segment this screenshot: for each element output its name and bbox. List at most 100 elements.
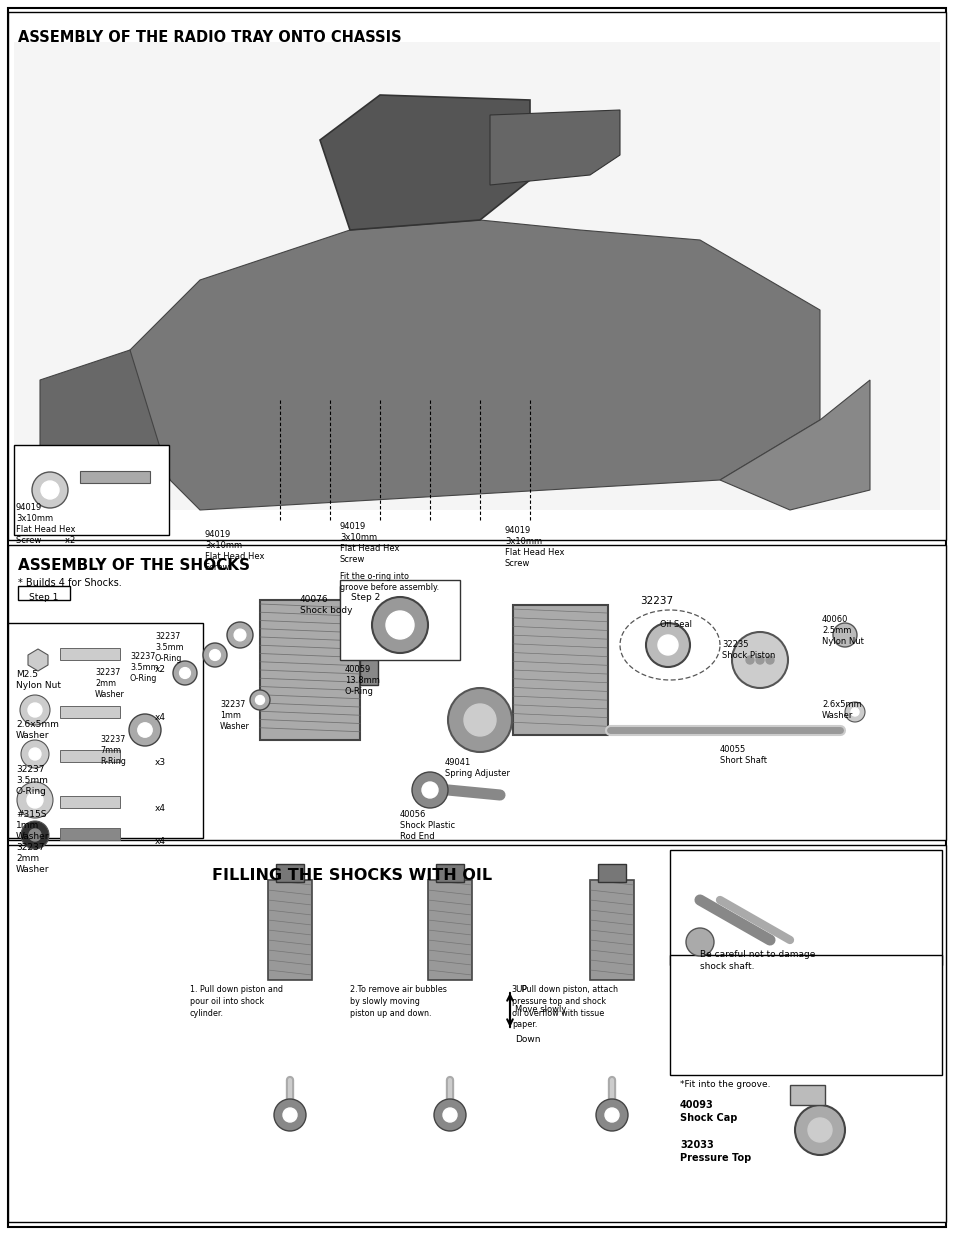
Circle shape [29, 829, 41, 841]
Text: 40059
13.8mm
O-Ring: 40059 13.8mm O-Ring [345, 664, 379, 697]
Text: x4: x4 [154, 804, 166, 813]
Circle shape [27, 792, 43, 808]
Text: Move slowly.: Move slowly. [515, 1005, 567, 1014]
Circle shape [442, 1108, 456, 1123]
Circle shape [32, 472, 68, 508]
Circle shape [129, 714, 161, 746]
Text: 32237: 32237 [639, 597, 673, 606]
Text: 40060
2.5mm
Nylon Nut: 40060 2.5mm Nylon Nut [821, 615, 863, 646]
Circle shape [21, 740, 49, 768]
Bar [428, 881, 472, 981]
Bar [8, 845, 945, 1221]
Text: UP: UP [515, 986, 526, 994]
Bar [8, 545, 945, 840]
Circle shape [844, 701, 864, 722]
Text: 94019
3x10mm
Flat Head Hex
Screw         x2: 94019 3x10mm Flat Head Hex Screw x2 [16, 503, 75, 546]
Circle shape [658, 635, 678, 655]
Circle shape [596, 1099, 627, 1131]
Circle shape [794, 1105, 844, 1155]
Circle shape [463, 704, 496, 736]
Bar [60, 706, 120, 718]
Bar [268, 881, 312, 981]
Circle shape [21, 821, 49, 848]
Text: 32237
7mm
R-Ring: 32237 7mm R-Ring [100, 735, 126, 766]
Circle shape [274, 1099, 306, 1131]
Bar [669, 850, 941, 965]
Text: ASSEMBLY OF THE RADIO TRAY ONTO CHASSIS: ASSEMBLY OF THE RADIO TRAY ONTO CHASSIS [18, 30, 401, 44]
Circle shape [685, 927, 713, 956]
Bar [60, 827, 120, 840]
Polygon shape [40, 350, 170, 500]
Bar [260, 600, 359, 740]
Circle shape [17, 782, 53, 818]
Text: 1. Pull down piston and
pour oil into shock
cylinder.: 1. Pull down piston and pour oil into sh… [190, 986, 283, 1018]
Circle shape [604, 1108, 618, 1123]
Bar [8, 622, 203, 839]
Polygon shape [490, 110, 619, 185]
Text: Be careful not to damage
shock shaft.: Be careful not to damage shock shaft. [700, 950, 815, 971]
Polygon shape [130, 220, 820, 510]
Text: x4: x4 [154, 713, 166, 722]
Text: 32237
3.5mm
O-Ring: 32237 3.5mm O-Ring [154, 632, 183, 663]
Circle shape [807, 1118, 831, 1142]
Polygon shape [720, 380, 869, 510]
Circle shape [250, 690, 270, 710]
Circle shape [137, 722, 152, 737]
Text: 40055
Short Shaft: 40055 Short Shaft [720, 745, 766, 766]
Circle shape [203, 643, 227, 667]
Bar [14, 445, 169, 535]
Circle shape [412, 772, 448, 808]
Circle shape [210, 650, 220, 661]
Circle shape [386, 611, 414, 638]
Circle shape [448, 688, 512, 752]
Text: *Fit into the groove.: *Fit into the groove. [679, 1079, 770, 1089]
Text: x4: x4 [154, 837, 166, 846]
Text: 32237
2mm
Washer: 32237 2mm Washer [95, 668, 125, 699]
Bar [339, 580, 459, 659]
Text: 2.To remove air bubbles
by slowly moving
piston up and down.: 2.To remove air bubbles by slowly moving… [350, 986, 446, 1018]
Polygon shape [28, 650, 48, 671]
Circle shape [372, 597, 428, 653]
Text: 32237
2mm
Washer: 32237 2mm Washer [16, 844, 50, 874]
Text: Step 1: Step 1 [30, 593, 59, 601]
Circle shape [755, 656, 763, 664]
Text: 32033
Pressure Top: 32033 Pressure Top [679, 1140, 750, 1163]
Bar [436, 864, 463, 882]
Circle shape [421, 782, 437, 798]
Bar [589, 881, 634, 981]
Text: Step 2: Step 2 [351, 593, 380, 601]
Circle shape [179, 668, 191, 678]
Text: 94019
3x10mm
Flat Head Hex
Screw: 94019 3x10mm Flat Head Hex Screw [205, 530, 264, 572]
Bar [275, 864, 304, 882]
Text: 32237
1mm
Washer: 32237 1mm Washer [220, 700, 250, 731]
Circle shape [434, 1099, 465, 1131]
Bar [60, 797, 120, 808]
Text: Oil Seal: Oil Seal [659, 620, 691, 629]
Text: 49041
Spring Adjuster: 49041 Spring Adjuster [444, 758, 510, 778]
Circle shape [850, 708, 858, 716]
Text: x2: x2 [154, 664, 166, 674]
Bar [789, 1086, 824, 1105]
Bar [80, 471, 150, 483]
Text: M2.5
Nylon Nut: M2.5 Nylon Nut [16, 671, 61, 690]
Bar [669, 955, 941, 1074]
Circle shape [233, 629, 246, 641]
Text: 94019
3x10mm
Flat Head Hex
Screw: 94019 3x10mm Flat Head Hex Screw [504, 526, 564, 568]
Bar [339, 585, 392, 600]
Bar [598, 864, 625, 882]
Circle shape [29, 748, 41, 760]
Bar [513, 605, 607, 735]
Text: ASSEMBLY OF THE SHOCKS: ASSEMBLY OF THE SHOCKS [18, 558, 250, 573]
Text: 2.6x5mm
Washer: 2.6x5mm Washer [16, 720, 59, 740]
Text: 40076
Shock body: 40076 Shock body [299, 595, 352, 615]
Circle shape [283, 1108, 296, 1123]
Text: 32237
3.5mm
O-Ring: 32237 3.5mm O-Ring [130, 652, 158, 683]
Text: 40093
Shock Cap: 40093 Shock Cap [679, 1100, 737, 1123]
Circle shape [832, 622, 856, 647]
Text: 32237
3.5mm
O-Ring: 32237 3.5mm O-Ring [16, 764, 48, 797]
Circle shape [731, 632, 787, 688]
Circle shape [227, 622, 253, 648]
Circle shape [255, 695, 264, 704]
Text: Down: Down [515, 1035, 540, 1044]
Text: #315S
1mm
Washer: #315S 1mm Washer [16, 810, 50, 841]
